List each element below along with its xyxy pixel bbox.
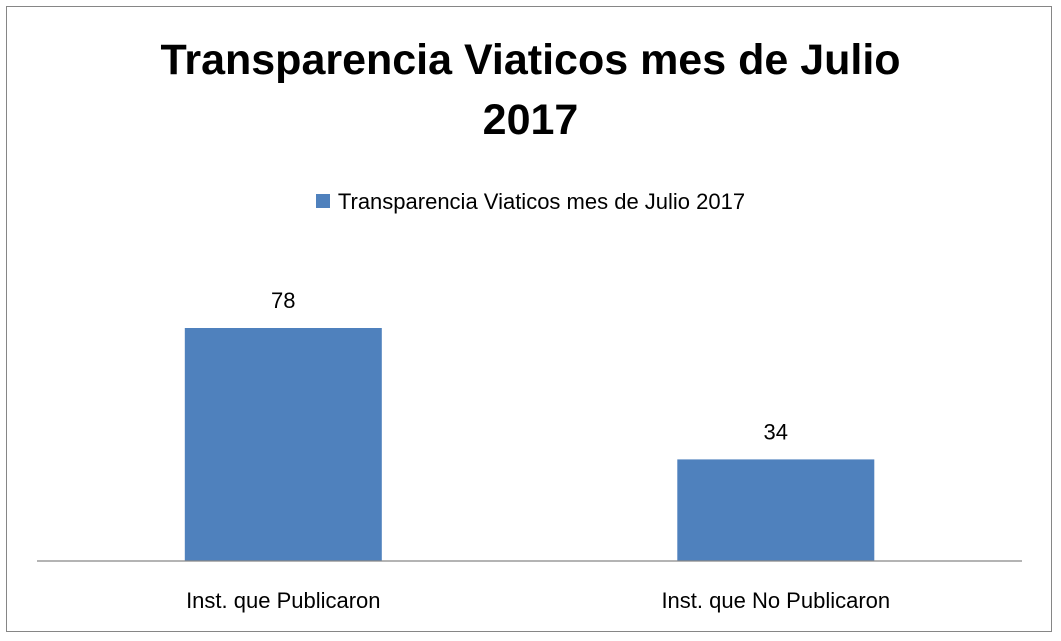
bar-0 xyxy=(184,328,382,561)
chart-title: Transparencia Viaticos mes de Julio 2017 xyxy=(0,30,1061,150)
legend-label: Transparencia Viaticos mes de Julio 2017 xyxy=(337,189,746,214)
chart-legend: Transparencia Viaticos mes de Julio 2017 xyxy=(0,186,1061,218)
chart-frame xyxy=(6,6,1052,632)
x-tick-label-1: Inst. que No Publicaron xyxy=(661,588,890,613)
data-label-1: 34 xyxy=(764,419,788,444)
x-tick-label-0: Inst. que Publicaron xyxy=(186,588,380,613)
legend-swatch xyxy=(315,194,330,208)
chart-title-line-2: 2017 xyxy=(482,96,579,144)
data-label-0: 78 xyxy=(271,288,295,313)
bar-1 xyxy=(677,459,875,561)
chart-title-line-1: Transparencia Viaticos mes de Julio xyxy=(160,36,901,84)
